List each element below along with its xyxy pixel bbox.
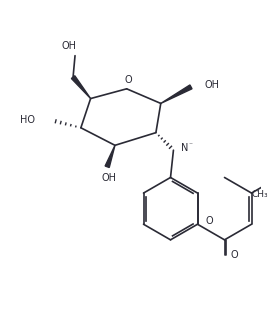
Text: OH: OH xyxy=(102,174,117,183)
Text: OH: OH xyxy=(204,80,219,90)
Text: O: O xyxy=(205,216,213,226)
Text: OH: OH xyxy=(62,41,77,51)
Text: HO: HO xyxy=(20,115,35,125)
Polygon shape xyxy=(71,76,91,99)
Text: ⁻: ⁻ xyxy=(188,140,192,149)
Text: O: O xyxy=(230,250,238,261)
Text: N: N xyxy=(181,143,189,153)
Polygon shape xyxy=(161,85,192,103)
Text: O: O xyxy=(125,75,132,85)
Polygon shape xyxy=(105,145,115,168)
Text: CH₃: CH₃ xyxy=(252,190,268,198)
